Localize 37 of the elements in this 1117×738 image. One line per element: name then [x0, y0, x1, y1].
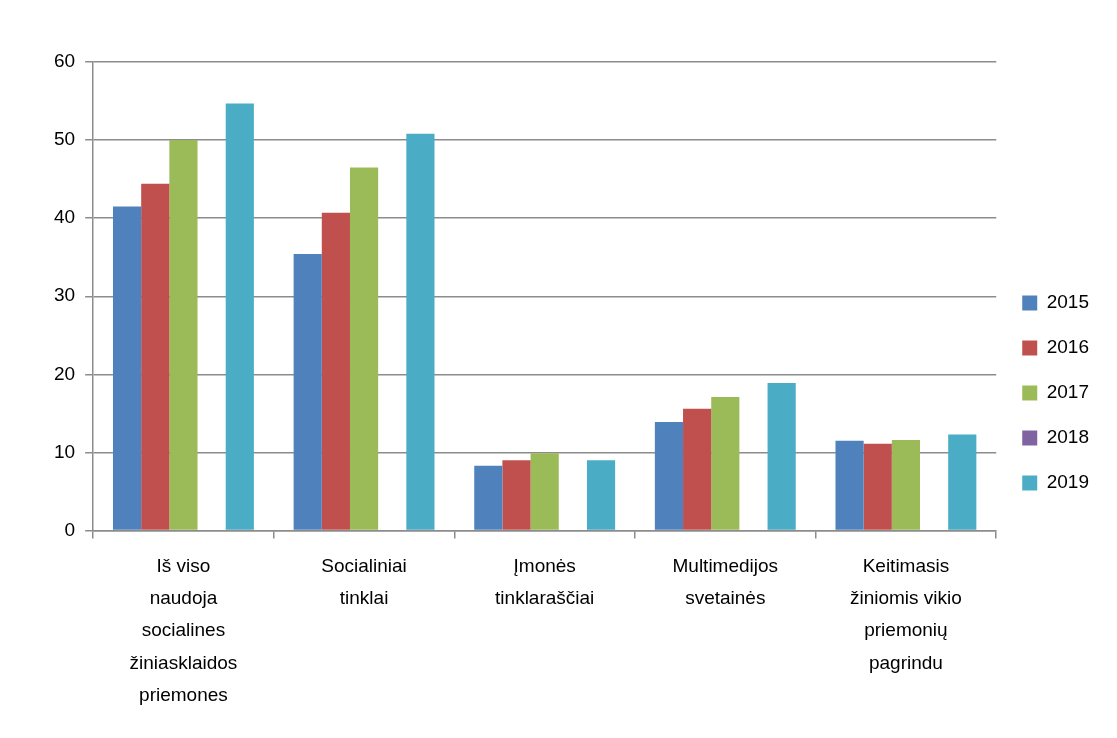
legend-label: 2015 [1046, 291, 1090, 313]
bar [406, 133, 435, 530]
bar [891, 439, 921, 530]
bar [654, 421, 684, 530]
bar [225, 103, 254, 530]
x-tick-label: Iš viso naudoja socialines žiniasklaidos priemones [129, 554, 238, 706]
legend-label: 2018 [1046, 426, 1090, 448]
y-tick-label: 20 [53, 362, 76, 384]
bar [835, 440, 864, 530]
y-tick-label: 10 [53, 440, 76, 462]
legend-label: 2019 [1046, 471, 1090, 493]
bar [169, 140, 198, 530]
bar [293, 254, 322, 530]
y-tick-label: 40 [53, 206, 76, 228]
bar [948, 434, 977, 530]
bar [586, 460, 616, 530]
x-tick-label: Socialiniai tinklai [321, 554, 407, 609]
bar [863, 443, 892, 530]
bar [474, 465, 503, 530]
y-tick-label: 30 [53, 284, 76, 306]
legend-label: 2016 [1046, 336, 1090, 358]
bar [711, 396, 740, 530]
x-tick-label: Keitimasis žiniomis vikio priemonių pagrindu [849, 554, 962, 673]
y-tick-label: 60 [53, 50, 76, 72]
x-tick-label: Įmonės tinklaraščiai [495, 554, 595, 609]
y-tick-label: 50 [53, 128, 76, 150]
bar [113, 206, 142, 530]
y-tick-label: 0 [64, 518, 76, 540]
x-tick-label: Multimedijos svetainės [672, 554, 779, 609]
legend-label: 2017 [1046, 381, 1090, 403]
bar [502, 460, 531, 530]
bar [767, 382, 796, 530]
bar [683, 408, 712, 530]
bar [349, 167, 379, 530]
bar [530, 453, 559, 530]
bar [141, 183, 170, 530]
bar [321, 212, 350, 530]
